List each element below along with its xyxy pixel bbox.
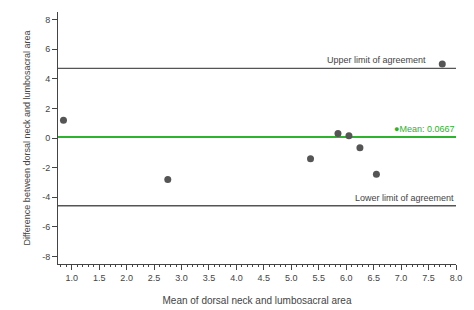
svg-text:-6: -6 bbox=[42, 222, 50, 232]
svg-text:2: 2 bbox=[45, 104, 50, 114]
svg-text:4.5: 4.5 bbox=[258, 273, 271, 283]
svg-text:1.0: 1.0 bbox=[65, 273, 78, 283]
svg-text:●Mean: 0.0667: ●Mean: 0.0667 bbox=[394, 124, 454, 134]
svg-text:Mean of dorsal neck and lumbos: Mean of dorsal neck and lumbosacral area bbox=[163, 295, 352, 306]
svg-text:-8: -8 bbox=[42, 252, 50, 262]
svg-text:8: 8 bbox=[45, 15, 50, 25]
svg-text:7.0: 7.0 bbox=[395, 273, 408, 283]
svg-text:Difference between dorsal neck: Difference between dorsal neck and lumbo… bbox=[22, 31, 32, 246]
svg-text:2.0: 2.0 bbox=[120, 273, 133, 283]
svg-text:-2: -2 bbox=[42, 163, 50, 173]
svg-text:4.0: 4.0 bbox=[230, 273, 243, 283]
svg-text:5.5: 5.5 bbox=[313, 273, 326, 283]
svg-text:8.0: 8.0 bbox=[450, 273, 463, 283]
svg-text:3.0: 3.0 bbox=[175, 273, 188, 283]
svg-text:Upper limit of agreement: Upper limit of agreement bbox=[327, 55, 426, 65]
svg-text:5.0: 5.0 bbox=[285, 273, 298, 283]
svg-text:2.5: 2.5 bbox=[148, 273, 161, 283]
svg-text:7.5: 7.5 bbox=[422, 273, 435, 283]
svg-text:-4: -4 bbox=[42, 192, 50, 202]
svg-text:6.5: 6.5 bbox=[367, 273, 380, 283]
svg-text:4: 4 bbox=[45, 74, 50, 84]
svg-text:Lower limit of agreement: Lower limit of agreement bbox=[355, 193, 454, 203]
svg-text:1.5: 1.5 bbox=[93, 273, 106, 283]
svg-text:6.0: 6.0 bbox=[340, 273, 353, 283]
svg-text:3.5: 3.5 bbox=[203, 273, 216, 283]
svg-text:0: 0 bbox=[45, 133, 50, 143]
svg-text:6: 6 bbox=[45, 44, 50, 54]
